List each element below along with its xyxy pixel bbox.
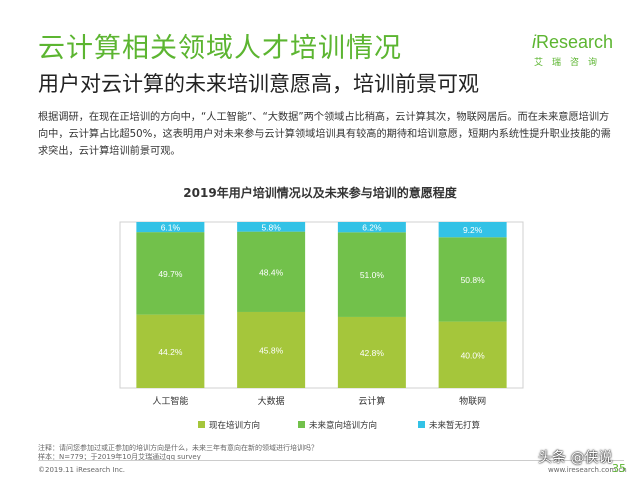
iresearch-logo: iResearch 艾瑞咨询 <box>532 32 622 68</box>
legend-label: 未来暂无打算 <box>429 420 481 431</box>
bar-segment <box>237 311 306 388</box>
category-label: 大数据 <box>258 395 285 407</box>
bar-segment <box>237 231 306 312</box>
bar-segment <box>136 222 205 233</box>
bar-value-label: 40.0% <box>461 350 486 360</box>
bar-value-label: 48.4% <box>259 267 284 277</box>
legend-label: 现在培训方向 <box>209 420 260 431</box>
bar-segment <box>337 316 406 388</box>
logo-brand-text: Research <box>536 32 614 52</box>
logo-cn-text: 艾瑞咨询 <box>534 58 607 68</box>
footer-note-line1: 注释：请问您参加过或正参加的培训方向是什么，未来三年有意向在新的领域进行培训吗？ <box>38 444 318 452</box>
bar-segment <box>136 314 205 388</box>
bar-segment <box>438 237 507 322</box>
bar-value-label: 50.8% <box>461 275 486 285</box>
category-label: 物联网 <box>459 395 486 407</box>
footer-note: 注释：请问您参加过或正参加的培训方向是什么，未来三年有意向在新的领域进行培训吗？… <box>38 444 318 462</box>
watermark-text: 头条 @侠说 <box>538 450 613 466</box>
legend-swatch <box>298 421 305 428</box>
bar-segment <box>438 222 507 238</box>
body-paragraph: 根据调研，在现在正培训的方向中，“人工智能”、“大数据”两个领域占比稍高，云计算… <box>38 112 611 157</box>
plot-border <box>119 221 524 389</box>
bar-value-label: 44.2% <box>158 347 183 357</box>
bar-value-label: 9.2% <box>463 225 483 235</box>
website-text: www.iresearch.com.cn <box>548 466 627 474</box>
page-subtitle: 用户对云计算的未来培训意愿高，培训前景可观 <box>38 72 479 96</box>
bar-value-label: 49.7% <box>158 269 183 279</box>
chart-title: 2019年用户培训情况以及未来参与培训的意愿程度 <box>183 186 457 200</box>
legend-swatch <box>418 421 425 428</box>
copyright-text: ©2019.11 iResearch Inc. <box>38 466 126 474</box>
page-title: 云计算相关领域人才培训情况 <box>38 33 402 64</box>
bar-value-label: 51.0% <box>360 270 385 280</box>
bar-value-label: 6.2% <box>362 223 382 233</box>
bar-segment <box>136 232 205 315</box>
bar-value-label: 5.8% <box>261 222 281 232</box>
legend-swatch <box>198 421 205 428</box>
legend-label: 未来意向培训方向 <box>309 420 377 431</box>
category-label: 人工智能 <box>152 395 188 407</box>
bar-segment <box>337 232 406 317</box>
footer-note-line2: 样本：N=779；于2019年10月艾瑞通过qq survey <box>38 453 201 461</box>
bar-value-label: 6.1% <box>161 223 181 233</box>
bar-value-label: 42.8% <box>360 348 385 358</box>
footer-divider <box>38 460 624 461</box>
bar-segment <box>337 222 406 233</box>
category-label: 云计算 <box>358 395 385 407</box>
logo-brand-i: i <box>532 32 536 52</box>
bar-value-label: 45.8% <box>259 345 284 355</box>
bar-segment <box>237 222 306 232</box>
bar-segment <box>438 321 507 388</box>
page-number: 35 <box>612 462 626 475</box>
